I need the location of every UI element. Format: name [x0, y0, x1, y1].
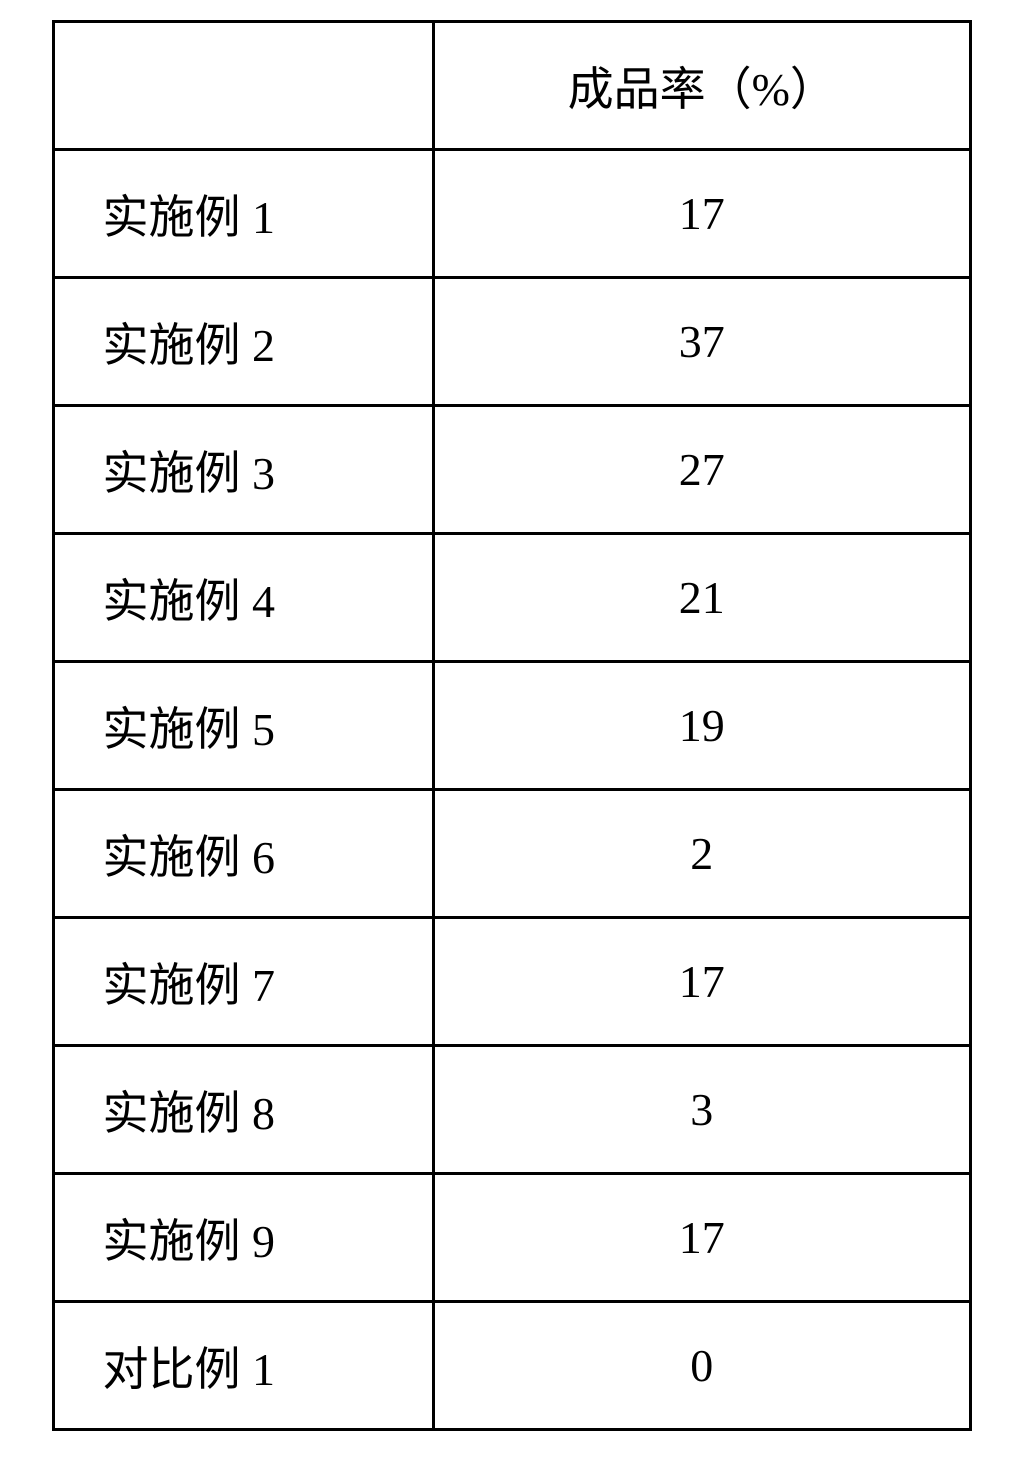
- row-label: 实施例 8: [53, 1046, 434, 1174]
- table-row: 实施例 9 17: [53, 1174, 970, 1302]
- row-value: 2: [434, 790, 970, 918]
- row-label: 实施例 5: [53, 662, 434, 790]
- yield-table: 成品率（%） 实施例 1 17 实施例 2 37 实施例 3 27 实施例 4 …: [52, 20, 972, 1431]
- table-row: 对比例 1 0: [53, 1302, 970, 1430]
- row-label: 实施例 7: [53, 918, 434, 1046]
- row-label: 实施例 2: [53, 278, 434, 406]
- table-row: 实施例 1 17: [53, 150, 970, 278]
- table-row: 实施例 6 2: [53, 790, 970, 918]
- table-row: 实施例 7 17: [53, 918, 970, 1046]
- table-row: 实施例 4 21: [53, 534, 970, 662]
- table-row: 实施例 5 19: [53, 662, 970, 790]
- row-value: 3: [434, 1046, 970, 1174]
- row-label: 实施例 4: [53, 534, 434, 662]
- table-header-row: 成品率（%）: [53, 22, 970, 150]
- row-label: 实施例 9: [53, 1174, 434, 1302]
- row-value: 17: [434, 1174, 970, 1302]
- row-label: 实施例 6: [53, 790, 434, 918]
- yield-table-container: 成品率（%） 实施例 1 17 实施例 2 37 实施例 3 27 实施例 4 …: [52, 20, 972, 1431]
- row-value: 21: [434, 534, 970, 662]
- row-label: 对比例 1: [53, 1302, 434, 1430]
- row-value: 17: [434, 918, 970, 1046]
- table-row: 实施例 2 37: [53, 278, 970, 406]
- header-empty-cell: [53, 22, 434, 150]
- row-value: 19: [434, 662, 970, 790]
- row-value: 27: [434, 406, 970, 534]
- row-value: 37: [434, 278, 970, 406]
- header-yield-cell: 成品率（%）: [434, 22, 970, 150]
- row-value: 17: [434, 150, 970, 278]
- row-label: 实施例 3: [53, 406, 434, 534]
- table-row: 实施例 3 27: [53, 406, 970, 534]
- row-label: 实施例 1: [53, 150, 434, 278]
- table-row: 实施例 8 3: [53, 1046, 970, 1174]
- row-value: 0: [434, 1302, 970, 1430]
